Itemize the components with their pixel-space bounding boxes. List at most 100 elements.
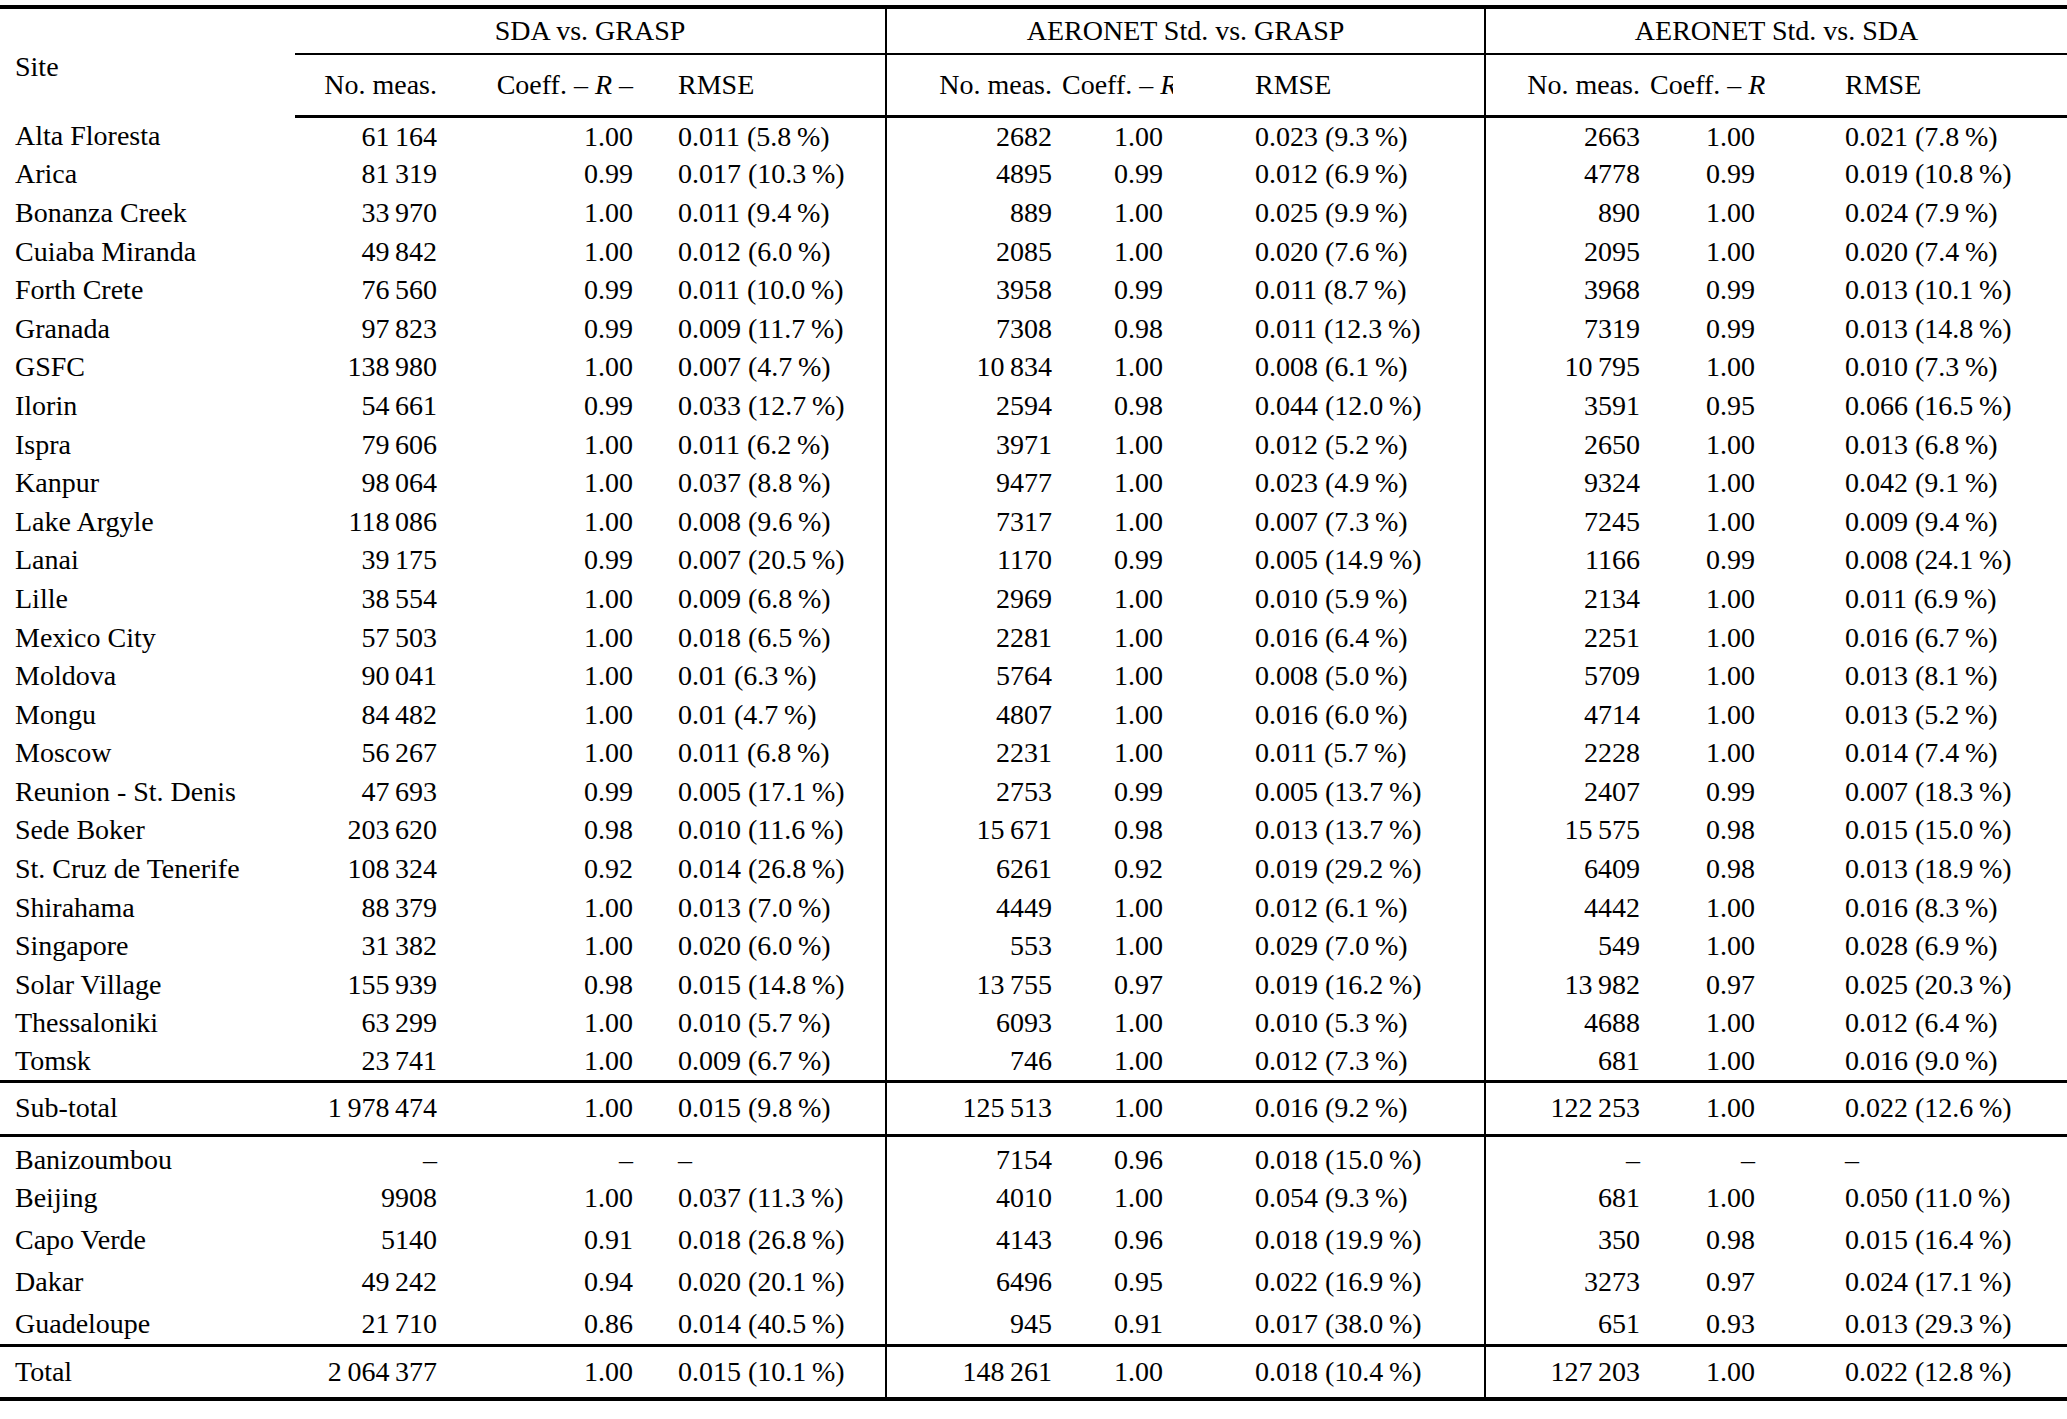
coeff-cell: 0.96 xyxy=(1062,1135,1173,1177)
coeff-cell: 1.00 xyxy=(1062,1043,1173,1082)
coeff-cell: 1.00 xyxy=(447,657,643,696)
no-meas-cell: 651 xyxy=(1485,1303,1650,1345)
rmse-cell: 0.019 (16.2 %) xyxy=(1173,966,1485,1005)
rmse-cell: 0.009 (6.7 %) xyxy=(643,1043,886,1082)
rmse-cell: 0.016 (9.0 %) xyxy=(1765,1043,2067,1082)
no-meas-cell: 23 741 xyxy=(295,1043,447,1082)
site-name-cell: Alta Floresta xyxy=(0,117,295,156)
rmse-cell: 0.013 (13.7 %) xyxy=(1173,811,1485,850)
no-meas-cell: 125 513 xyxy=(886,1081,1062,1135)
subtotal-section: Sub-total1 978 4741.000.015 (9.8 %)125 5… xyxy=(0,1081,2067,1135)
no-meas-cell: 2594 xyxy=(886,387,1062,426)
coeff-cell: 1.00 xyxy=(1062,618,1173,657)
coeff-cell: 1.00 xyxy=(447,464,643,503)
coeff-cell: 0.86 xyxy=(447,1303,643,1345)
no-meas-cell: 108 324 xyxy=(295,850,447,889)
rmse-cell: 0.007 (20.5 %) xyxy=(643,541,886,580)
table-row: Thessaloniki63 2991.000.010 (5.7 %)60931… xyxy=(0,1004,2067,1043)
coeff-cell: 1.00 xyxy=(1062,927,1173,966)
no-meas-cell: 7317 xyxy=(886,502,1062,541)
table-row: Lanai39 1750.990.007 (20.5 %)11700.990.0… xyxy=(0,541,2067,580)
coeff-cell: 0.97 xyxy=(1650,966,1765,1005)
no-meas-cell: 76 560 xyxy=(295,271,447,310)
no-meas-cell: 98 064 xyxy=(295,464,447,503)
no-meas-cell: 90 041 xyxy=(295,657,447,696)
coeff-cell: 0.95 xyxy=(1650,387,1765,426)
no-meas-cell: 7154 xyxy=(886,1135,1062,1177)
no-meas-cell: 138 980 xyxy=(295,348,447,387)
coeff-cell: 0.99 xyxy=(1062,773,1173,812)
no-meas-cell: 3958 xyxy=(886,271,1062,310)
no-meas-cell: 6496 xyxy=(886,1261,1062,1303)
coeff-cell: 0.93 xyxy=(1650,1303,1765,1345)
no-meas-cell: 2407 xyxy=(1485,773,1650,812)
site-name-cell: Cuiaba Miranda xyxy=(0,232,295,271)
coeff-cell: 0.99 xyxy=(1650,271,1765,310)
rmse-cell: 0.013 (18.9 %) xyxy=(1765,850,2067,889)
coeff-cell: 1.00 xyxy=(447,1345,643,1399)
table-row: Arica81 3190.990.017 (10.3 %)48950.990.0… xyxy=(0,155,2067,194)
rmse-cell: 0.019 (10.8 %) xyxy=(1765,155,2067,194)
group-header-sda-vs-grasp: SDA vs. GRASP xyxy=(295,7,886,54)
no-meas-cell: – xyxy=(1485,1135,1650,1177)
coeff-cell: 1.00 xyxy=(447,734,643,773)
coeff-cell: 1.00 xyxy=(1650,232,1765,271)
coeff-cell: 0.98 xyxy=(1650,1219,1765,1261)
no-meas-cell: 2650 xyxy=(1485,425,1650,464)
coeff-cell: 0.97 xyxy=(1650,1261,1765,1303)
rmse-cell: – xyxy=(1765,1135,2067,1177)
table-row: Sede Boker203 6200.980.010 (11.6 %)15 67… xyxy=(0,811,2067,850)
table-row: Guadeloupe21 7100.860.014 (40.5 %)9450.9… xyxy=(0,1303,2067,1345)
no-meas-cell: 9324 xyxy=(1485,464,1650,503)
rmse-cell: 0.01 (4.7 %) xyxy=(643,695,886,734)
coeff-cell: 0.99 xyxy=(447,309,643,348)
no-meas-cell: 56 267 xyxy=(295,734,447,773)
rmse-cell: 0.016 (6.7 %) xyxy=(1765,618,2067,657)
column-header-rmse: RMSE xyxy=(643,54,886,117)
table-row: Bonanza Creek33 9701.000.011 (9.4 %)8891… xyxy=(0,194,2067,233)
coeff-cell: 1.00 xyxy=(1650,348,1765,387)
site-name-cell: Banizoumbou xyxy=(0,1135,295,1177)
column-header-rmse: RMSE xyxy=(1765,54,2067,117)
coeff-cell: 0.99 xyxy=(1062,541,1173,580)
coeff-cell: 0.99 xyxy=(447,387,643,426)
site-name-cell: Reunion - St. Denis xyxy=(0,773,295,812)
no-meas-cell: 155 939 xyxy=(295,966,447,1005)
coeff-cell: 1.00 xyxy=(1650,1345,1765,1399)
coeff-cell: 1.00 xyxy=(447,502,643,541)
site-name-cell: Bonanza Creek xyxy=(0,194,295,233)
no-meas-cell: – xyxy=(295,1135,447,1177)
coeff-cell: 1.00 xyxy=(447,580,643,619)
comparison-table: Site SDA vs. GRASP AERONET Std. vs. GRAS… xyxy=(0,5,2067,1401)
no-meas-cell: 5709 xyxy=(1485,657,1650,696)
rmse-cell: 0.013 (6.8 %) xyxy=(1765,425,2067,464)
coeff-cell: 0.98 xyxy=(1062,309,1173,348)
table-row: Forth Crete76 5600.990.011 (10.0 %)39580… xyxy=(0,271,2067,310)
table-row: Banizoumbou–––71540.960.018 (15.0 %)––– xyxy=(0,1135,2067,1177)
no-meas-cell: 97 823 xyxy=(295,309,447,348)
extra-sites-section: Banizoumbou–––71540.960.018 (15.0 %)–––B… xyxy=(0,1135,2067,1345)
coeff-cell: 1.00 xyxy=(447,1177,643,1219)
rmse-cell: 0.01 (6.3 %) xyxy=(643,657,886,696)
no-meas-cell: 79 606 xyxy=(295,425,447,464)
site-name-cell: Granada xyxy=(0,309,295,348)
coeff-cell: 0.98 xyxy=(1650,811,1765,850)
no-meas-cell: 3968 xyxy=(1485,271,1650,310)
rmse-cell: 0.020 (7.4 %) xyxy=(1765,232,2067,271)
coeff-cell: 1.00 xyxy=(1062,502,1173,541)
rmse-cell: 0.017 (38.0 %) xyxy=(1173,1303,1485,1345)
rmse-cell: 0.019 (29.2 %) xyxy=(1173,850,1485,889)
rmse-cell: 0.009 (11.7 %) xyxy=(643,309,886,348)
rmse-cell: 0.008 (24.1 %) xyxy=(1765,541,2067,580)
coeff-label-r: R xyxy=(1748,69,1765,100)
coeff-cell: 1.00 xyxy=(1650,425,1765,464)
rmse-cell: 0.005 (14.9 %) xyxy=(1173,541,1485,580)
site-name-cell: Sede Boker xyxy=(0,811,295,850)
table-row: Capo Verde51400.910.018 (26.8 %)41430.96… xyxy=(0,1219,2067,1261)
no-meas-cell: 88 379 xyxy=(295,888,447,927)
site-name-cell: Moldova xyxy=(0,657,295,696)
coeff-cell: 0.99 xyxy=(447,271,643,310)
coeff-cell: 0.92 xyxy=(447,850,643,889)
no-meas-cell: 6409 xyxy=(1485,850,1650,889)
rmse-cell: 0.018 (15.0 %) xyxy=(1173,1135,1485,1177)
